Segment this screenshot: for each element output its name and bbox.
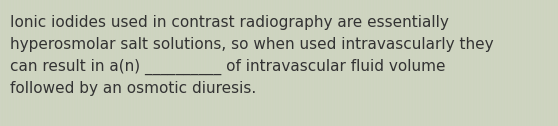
Text: Ionic iodides used in contrast radiography are essentially
hyperosmolar salt sol: Ionic iodides used in contrast radiograp… (10, 15, 494, 96)
